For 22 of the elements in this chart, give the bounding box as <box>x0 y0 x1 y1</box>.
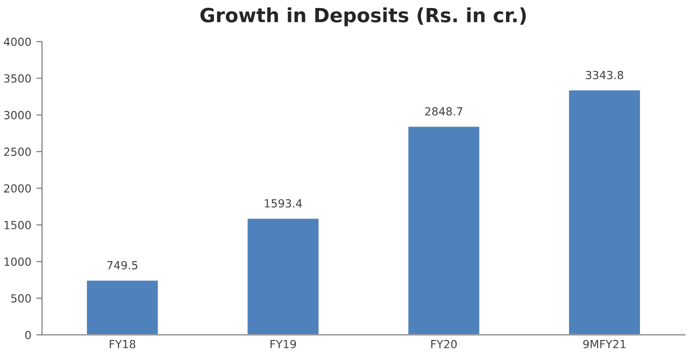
bar <box>86 279 160 335</box>
x-tick-label: FY18 <box>110 340 136 348</box>
x-tick-label: FY19 <box>270 340 296 348</box>
bar <box>406 125 481 335</box>
data-label: 2848.7 <box>425 107 462 116</box>
chart-title: Growth in Deposits (Rs. in cr.) <box>200 7 526 26</box>
data-label: 1593.4 <box>264 199 302 208</box>
x-tick-label: 9MFY21 <box>583 340 626 348</box>
data-label: 749.5 <box>107 261 138 270</box>
y-tick-label: 2500 <box>4 148 31 156</box>
y-tick-label: 3500 <box>4 74 31 83</box>
y-tick-label: 0 <box>25 330 31 340</box>
bar <box>568 89 642 335</box>
x-tick-label: FY20 <box>431 340 457 348</box>
bar <box>246 217 320 335</box>
y-tick-label: 1500 <box>4 220 31 230</box>
y-tick-label: 4000 <box>4 38 31 46</box>
y-tick-label: 3000 <box>4 110 31 120</box>
y-tick-label: 2000 <box>4 184 31 193</box>
y-tick-label: 500 <box>11 294 31 303</box>
y-tick-label: 1000 <box>4 258 31 266</box>
data-label: 3343.8 <box>586 70 624 80</box>
